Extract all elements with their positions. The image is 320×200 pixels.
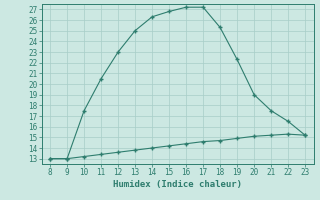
X-axis label: Humidex (Indice chaleur): Humidex (Indice chaleur) xyxy=(113,180,242,189)
